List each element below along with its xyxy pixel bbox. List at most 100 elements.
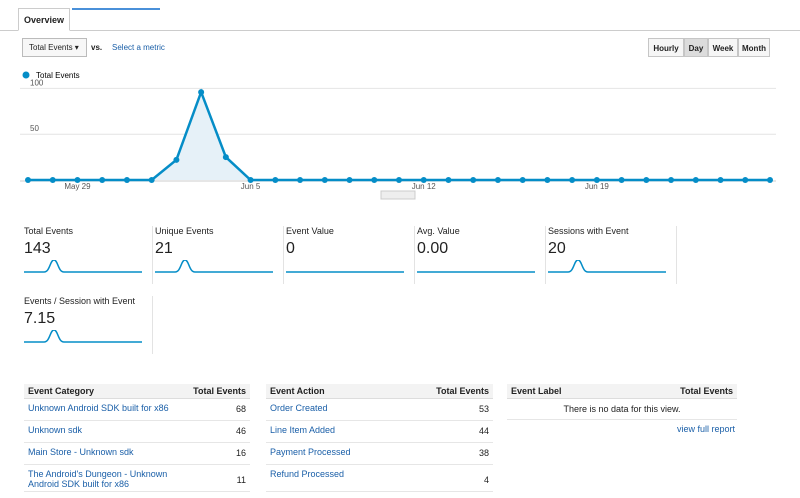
x-tick-label: Jun 5 xyxy=(241,182,261,191)
row-label[interactable]: Main Store - Unknown sdk xyxy=(28,447,134,457)
point xyxy=(643,177,650,183)
metric-value: 20 xyxy=(548,240,566,257)
vs-label: vs. xyxy=(91,43,103,52)
x-tick-label: Jun 12 xyxy=(412,182,437,191)
legend-label: Total Events xyxy=(36,71,80,80)
point xyxy=(445,177,452,183)
table: Event Category Total Events Unknown Androi… xyxy=(24,384,250,492)
point xyxy=(544,177,551,183)
range-button[interactable]: Hourly xyxy=(648,38,684,57)
table-row: Order Created 53 xyxy=(266,399,493,421)
sparkline-path xyxy=(548,260,666,273)
table-header: Event Category Total Events xyxy=(24,384,250,399)
point xyxy=(692,177,699,183)
row-label[interactable]: Line Item Added xyxy=(270,425,336,435)
tab-indicator xyxy=(72,8,160,10)
metric-card: Events / Session with Event 7.15 xyxy=(22,296,153,354)
row-value: 4 xyxy=(483,475,489,485)
row-value: 16 xyxy=(235,448,246,458)
metric-select-label: Total Events xyxy=(29,43,73,52)
empty-table: Event Label Total Events There is no data… xyxy=(507,384,737,434)
y-tick-label: 50 xyxy=(30,124,39,133)
point xyxy=(99,177,106,183)
table-row: The Android's Dungeon - Unknown Android … xyxy=(24,465,250,492)
metric-label: Avg. Value xyxy=(417,226,460,236)
table-row: Line Item Added 44 xyxy=(266,421,493,443)
row-value: 53 xyxy=(478,404,489,414)
x-tick-label: Jun 19 xyxy=(585,182,610,191)
point xyxy=(272,177,279,183)
range-button[interactable]: Week xyxy=(708,38,738,57)
table-header: Event Action Total Events xyxy=(266,384,493,399)
sparkline xyxy=(24,330,142,343)
point xyxy=(321,177,328,183)
point xyxy=(148,177,155,183)
metric-label: Total Events xyxy=(24,226,74,236)
point xyxy=(420,177,427,183)
point xyxy=(742,177,749,183)
row-label[interactable]: Unknown Android SDK built for x86 xyxy=(28,403,169,413)
sparkline-path xyxy=(24,330,142,343)
table: Event Action Total Events Order Created 53 L… xyxy=(266,384,493,492)
y-tick-label: 100 xyxy=(30,78,44,87)
metric-value: 0.00 xyxy=(417,240,449,257)
table-row: Unknown sdk 46 xyxy=(24,421,250,443)
metric-label: Events / Session with Event xyxy=(24,296,136,306)
point xyxy=(346,177,353,183)
metric-card: Avg. Value 0.00 xyxy=(415,226,546,284)
point xyxy=(717,177,724,183)
row-value: 68 xyxy=(235,404,246,414)
tab-divider xyxy=(0,30,800,31)
sparkline-path xyxy=(155,260,273,273)
table-row: Unknown Android SDK built for x86 68 xyxy=(24,399,250,421)
metric-value: 143 xyxy=(24,240,51,257)
metric-card: Event Value 0 xyxy=(284,226,415,284)
range-button[interactable]: Day xyxy=(684,38,708,57)
metric-select[interactable]: Total Events ▾ xyxy=(22,38,87,57)
point xyxy=(494,177,501,183)
table-row: Refund Processed 4 xyxy=(266,465,493,492)
point xyxy=(74,177,81,183)
point xyxy=(123,177,130,183)
select-metric[interactable]: Select a metric xyxy=(112,43,165,52)
table-header: Event Label Total Events xyxy=(507,384,737,399)
header-cell: Event Category xyxy=(28,386,95,396)
legend-marker xyxy=(22,71,30,79)
row-label[interactable]: Unknown sdk xyxy=(28,425,83,435)
point xyxy=(668,177,675,183)
header-cell: Event Action xyxy=(270,386,325,396)
point xyxy=(470,177,477,183)
x-tick-label: May 29 xyxy=(64,182,91,191)
metric-value: 7.15 xyxy=(24,310,56,327)
area xyxy=(28,92,770,180)
header-cell: Event Label xyxy=(511,386,562,396)
range-button[interactable]: Month xyxy=(738,38,770,57)
point xyxy=(173,156,180,163)
point xyxy=(25,177,31,183)
sparkline-path xyxy=(24,260,142,273)
point xyxy=(297,177,304,183)
full-report-link[interactable]: view full report xyxy=(676,424,735,434)
point xyxy=(371,177,378,183)
point xyxy=(618,177,625,183)
metric-card: Sessions with Event 20 xyxy=(546,226,677,284)
row-label[interactable]: Order Created xyxy=(270,403,328,413)
point xyxy=(198,89,205,96)
header-cell: Total Events xyxy=(680,386,733,396)
sparkline xyxy=(24,260,142,273)
header-cell: Total Events xyxy=(436,386,489,396)
sparkline xyxy=(548,260,666,273)
row-label[interactable]: The Android's Dungeon - Unknown Android … xyxy=(28,469,168,489)
table-row: Payment Processed 38 xyxy=(266,443,493,465)
empty-message: There is no data for this view. xyxy=(507,399,737,420)
metric-card: Unique Events 21 xyxy=(153,226,284,284)
tab[interactable]: Overview xyxy=(18,8,70,31)
line xyxy=(28,88,770,182)
row-label[interactable]: Payment Processed xyxy=(270,447,351,457)
point xyxy=(767,177,773,183)
point xyxy=(593,177,600,183)
row-label[interactable]: Refund Processed xyxy=(270,469,345,479)
metric-card: Total Events 143 xyxy=(22,226,153,284)
row-value: 11 xyxy=(236,475,246,485)
